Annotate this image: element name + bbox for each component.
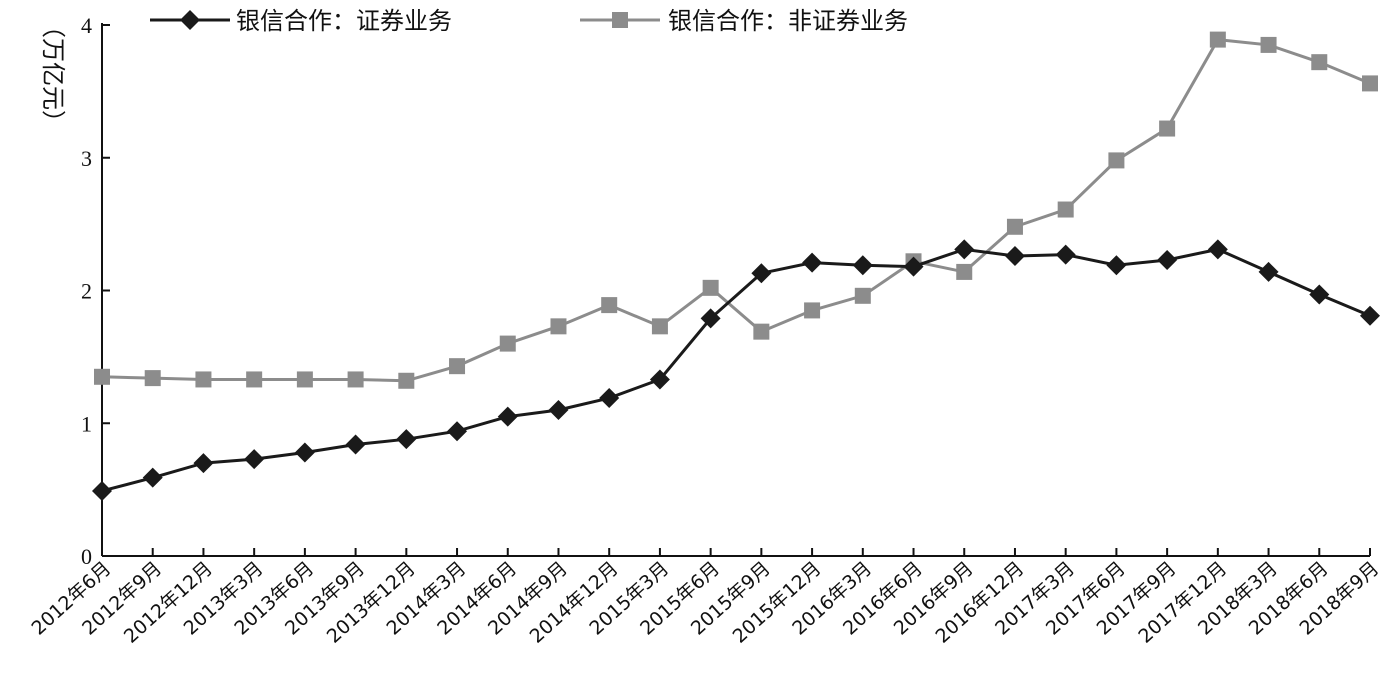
- legend: 银信合作：证券业务 银信合作：非证券业务: [150, 7, 908, 35]
- data-point: [294, 442, 315, 463]
- data-point: [92, 480, 112, 501]
- y-axis-title: （万亿元）: [39, 14, 67, 134]
- data-point: [1311, 54, 1328, 71]
- data-point: [802, 252, 823, 273]
- data-point: [1209, 31, 1226, 48]
- data-point: [144, 370, 161, 387]
- data-point: [804, 302, 821, 319]
- y-tick-label: 4: [81, 13, 92, 38]
- data-point: [601, 297, 618, 314]
- data-point: [1309, 284, 1330, 305]
- data-point: [753, 323, 770, 340]
- data-point: [449, 358, 466, 375]
- data-point: [1362, 75, 1378, 92]
- data-point: [548, 399, 569, 420]
- data-point: [702, 279, 719, 296]
- data-point: [956, 263, 973, 280]
- data-point: [599, 388, 620, 409]
- series-lines: [92, 31, 1380, 501]
- data-point: [1159, 120, 1176, 137]
- legend-label: 银信合作：非证券业务: [668, 7, 908, 35]
- data-point: [1006, 218, 1023, 235]
- data-point: [398, 372, 415, 389]
- data-point: [954, 239, 975, 260]
- data-point: [1260, 36, 1277, 53]
- data-point: [550, 318, 567, 335]
- y-tick-label: 0: [81, 544, 92, 569]
- data-point: [244, 449, 265, 470]
- data-point: [497, 406, 518, 427]
- series-line: [101, 247, 1371, 493]
- legend-marker: [612, 12, 628, 28]
- data-point: [1057, 201, 1074, 218]
- series-0: [92, 239, 1380, 501]
- data-point: [1055, 244, 1076, 265]
- series-1: [94, 31, 1378, 389]
- data-point: [1207, 239, 1228, 260]
- data-point: [1360, 305, 1380, 326]
- data-point: [1258, 261, 1279, 282]
- data-point: [94, 368, 110, 385]
- data-point: [396, 429, 417, 450]
- data-point: [1106, 255, 1127, 276]
- data-point: [751, 263, 772, 284]
- data-point: [447, 421, 468, 442]
- data-point: [700, 308, 721, 329]
- data-point: [347, 371, 364, 388]
- data-point: [345, 434, 366, 455]
- data-point: [1108, 152, 1125, 169]
- data-point: [142, 467, 163, 488]
- y-tick-label: 2: [81, 279, 92, 304]
- legend-marker: [180, 10, 200, 30]
- series-line: [101, 38, 1371, 383]
- data-point: [1004, 245, 1025, 266]
- y-tick-label: 3: [81, 146, 92, 171]
- data-point: [499, 335, 516, 352]
- legend-label: 银信合作：证券业务: [236, 7, 452, 35]
- data-point: [195, 371, 212, 388]
- data-point: [1157, 249, 1178, 270]
- legend-item-0: 银信合作：证券业务: [150, 7, 452, 35]
- data-point: [649, 369, 670, 390]
- legend-item-1: 银信合作：非证券业务: [580, 7, 908, 35]
- data-point: [651, 318, 668, 335]
- data-point: [193, 453, 214, 474]
- data-point: [296, 371, 313, 388]
- data-point: [852, 255, 873, 276]
- y-axis: 0 1 2 3 4: [81, 13, 110, 569]
- data-point: [854, 287, 871, 304]
- y-tick-label: 1: [81, 411, 92, 436]
- data-point: [246, 371, 263, 388]
- data-point: [903, 256, 924, 277]
- y-axis-label: （万亿元）: [39, 14, 67, 134]
- x-axis: 2012年6月2012年9月2012年12月2013年3月2013年6月2013…: [27, 548, 1383, 648]
